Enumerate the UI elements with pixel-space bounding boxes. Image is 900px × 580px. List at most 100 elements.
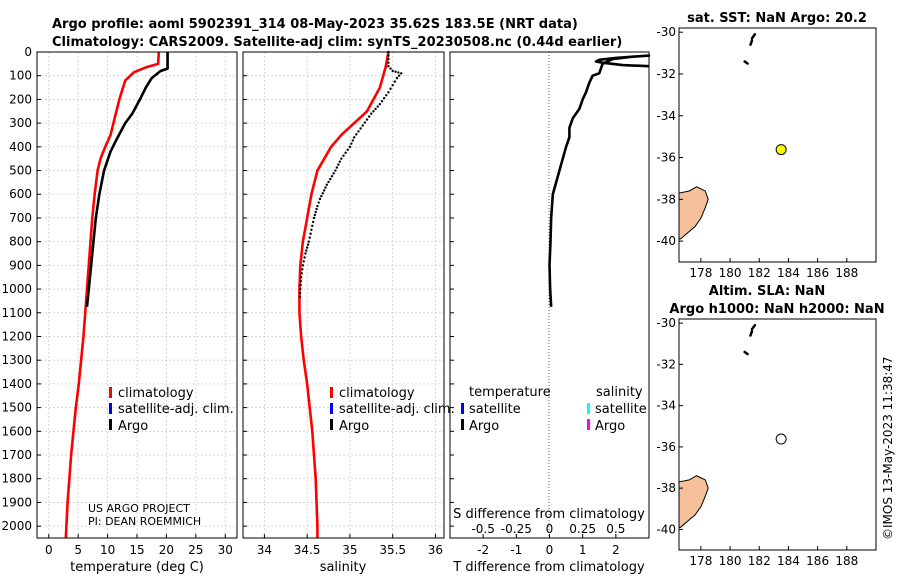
salinity-xlabel: salinity <box>320 560 367 575</box>
x-tick-label: 20 <box>159 543 174 557</box>
lon-tick-label: 184 <box>777 554 800 568</box>
lon-tick-label: 188 <box>835 554 858 568</box>
argo-sample-point <box>342 154 345 157</box>
legend-swatch-climatology <box>109 387 112 398</box>
difference-ticks: -2 -1 0 1 2 <box>450 51 620 557</box>
temperature-xlabel: temperature (deg C) <box>70 560 204 575</box>
lat-tick-label: -40 <box>656 522 676 536</box>
legend-swatch-argo <box>330 419 333 430</box>
legend-swatch-s-satellite <box>587 403 590 414</box>
lon-tick-label: 184 <box>777 266 800 280</box>
argo-sample-point <box>301 268 304 271</box>
s-difference-tick-labels: -0.5 -0.25 0 0.25 0.5 <box>471 522 625 536</box>
argo-sample-point <box>317 201 320 204</box>
argo-sample-point <box>332 172 335 175</box>
temperature-ticks: 0 5 10 15 20 25 30 <box>37 51 233 557</box>
s-diff-tick-label: 0 <box>546 522 554 536</box>
map-sla-panel: Altim. SLA: NaN Argo h1000: NaN h2000: N… <box>656 284 884 568</box>
argo-sample-point <box>307 240 311 243</box>
depth-tick-label: 400 <box>9 140 32 154</box>
argo-sample-point <box>380 99 384 103</box>
argo-sample-point <box>306 243 310 246</box>
argo-sample-point <box>309 232 312 235</box>
argo-sample-point <box>400 72 403 75</box>
x-tick-label: 10 <box>100 543 115 557</box>
island <box>743 350 749 356</box>
argo-sample-point <box>311 220 315 224</box>
depth-tick-label: 1100 <box>1 306 32 320</box>
depth-tick-label: 1800 <box>1 472 32 486</box>
argo-sample-point <box>311 224 314 228</box>
s-difference-xlabel: S difference from climatology <box>453 507 645 522</box>
island <box>743 60 749 65</box>
x-tick-label: -1 <box>510 543 522 557</box>
depth-tick-label: 900 <box>9 258 32 272</box>
x-tick-label: 0 <box>45 543 53 557</box>
project-note-line1: US ARGO PROJECT <box>88 502 190 515</box>
x-tick-label: 5 <box>74 543 82 557</box>
map-sst-frame <box>678 27 877 263</box>
legend-label-t-argo: Argo <box>469 419 499 434</box>
depth-tick-label: 1000 <box>1 282 32 296</box>
argo-sample-point <box>327 180 330 184</box>
argo-sample-point <box>346 148 349 151</box>
legend-swatch-satellite <box>330 403 333 414</box>
argo-sample-point <box>372 110 375 113</box>
argo-sample-point <box>302 260 305 263</box>
argo-sample-point <box>301 264 305 267</box>
legend-label-s-satellite: satellite <box>595 402 647 417</box>
argo-sample-point <box>397 71 400 74</box>
lon-tick-label: 186 <box>806 554 829 568</box>
argo-sample-point <box>321 192 324 195</box>
legend-title-salinity: salinity <box>596 385 643 400</box>
x-tick-label: -2 <box>477 543 489 557</box>
argo-sample-point <box>305 249 308 252</box>
argo-sample-point <box>361 124 364 127</box>
depth-tick-label: 1300 <box>1 353 32 367</box>
map-sla-landmass <box>678 323 757 528</box>
depth-tick-label: 700 <box>9 211 32 225</box>
argo-sample-point <box>357 130 360 133</box>
argo-sample-point <box>315 207 318 211</box>
legend-label-argo: Argo <box>339 419 369 434</box>
difference-series <box>548 54 651 307</box>
depth-tick-label: 200 <box>9 92 32 106</box>
temperature-series <box>64 51 169 539</box>
argo-sample-point <box>355 133 358 136</box>
legend-swatch-climatology <box>330 387 333 398</box>
argo-sample-point <box>374 107 377 111</box>
argo-sample-point <box>303 256 306 259</box>
legend-title-temperature: temperature <box>469 385 551 400</box>
legend-swatch-satellite <box>109 403 112 414</box>
header-line1: Argo profile: aoml 5902391_314 08-May-20… <box>52 17 578 32</box>
depth-tick-label: 1900 <box>1 495 32 509</box>
float-position <box>775 144 787 156</box>
depth-tick-label: 1700 <box>1 448 32 462</box>
legend-label-climatology: climatology <box>339 386 415 401</box>
argo-sample-point <box>298 291 302 295</box>
temperature-axes-box <box>36 51 238 539</box>
lon-tick-label: 180 <box>719 554 742 568</box>
argo-sample-point <box>316 204 319 208</box>
temperature-grid <box>37 51 237 538</box>
lat-tick-label: -36 <box>656 440 676 454</box>
argo-sample-point <box>335 166 339 169</box>
argo-sample-point <box>314 210 317 214</box>
depth-tick-label: 1500 <box>1 401 32 415</box>
legend-label-t-satellite: satellite <box>469 402 521 417</box>
argo-sample-point <box>391 69 394 73</box>
argo-sample-point <box>329 177 332 181</box>
salinity-series <box>298 50 403 538</box>
map-sla-ticks: 178 180 182 184 186 188 -30 -32 -34 -36 -38 -40 <box>656 316 858 568</box>
legend-label-argo: Argo <box>118 419 148 434</box>
temperature-panel: 0 5 10 15 20 25 30 0 100 200 300 400 500 600 700 800 90… <box>1 45 238 575</box>
argo-sample-point <box>370 112 373 115</box>
x-tick-label: 1 <box>579 543 587 557</box>
argo-sample-point <box>304 252 307 255</box>
lat-tick-label: -30 <box>656 316 676 330</box>
salinity-legend: climatology satellite-adj. clim. Argo <box>330 386 455 434</box>
series-argo <box>85 52 169 307</box>
lat-tick-label: -34 <box>656 399 676 413</box>
salinity-panel: 34 34.5 35 35.5 36 salinity climatology sate… <box>242 50 455 575</box>
